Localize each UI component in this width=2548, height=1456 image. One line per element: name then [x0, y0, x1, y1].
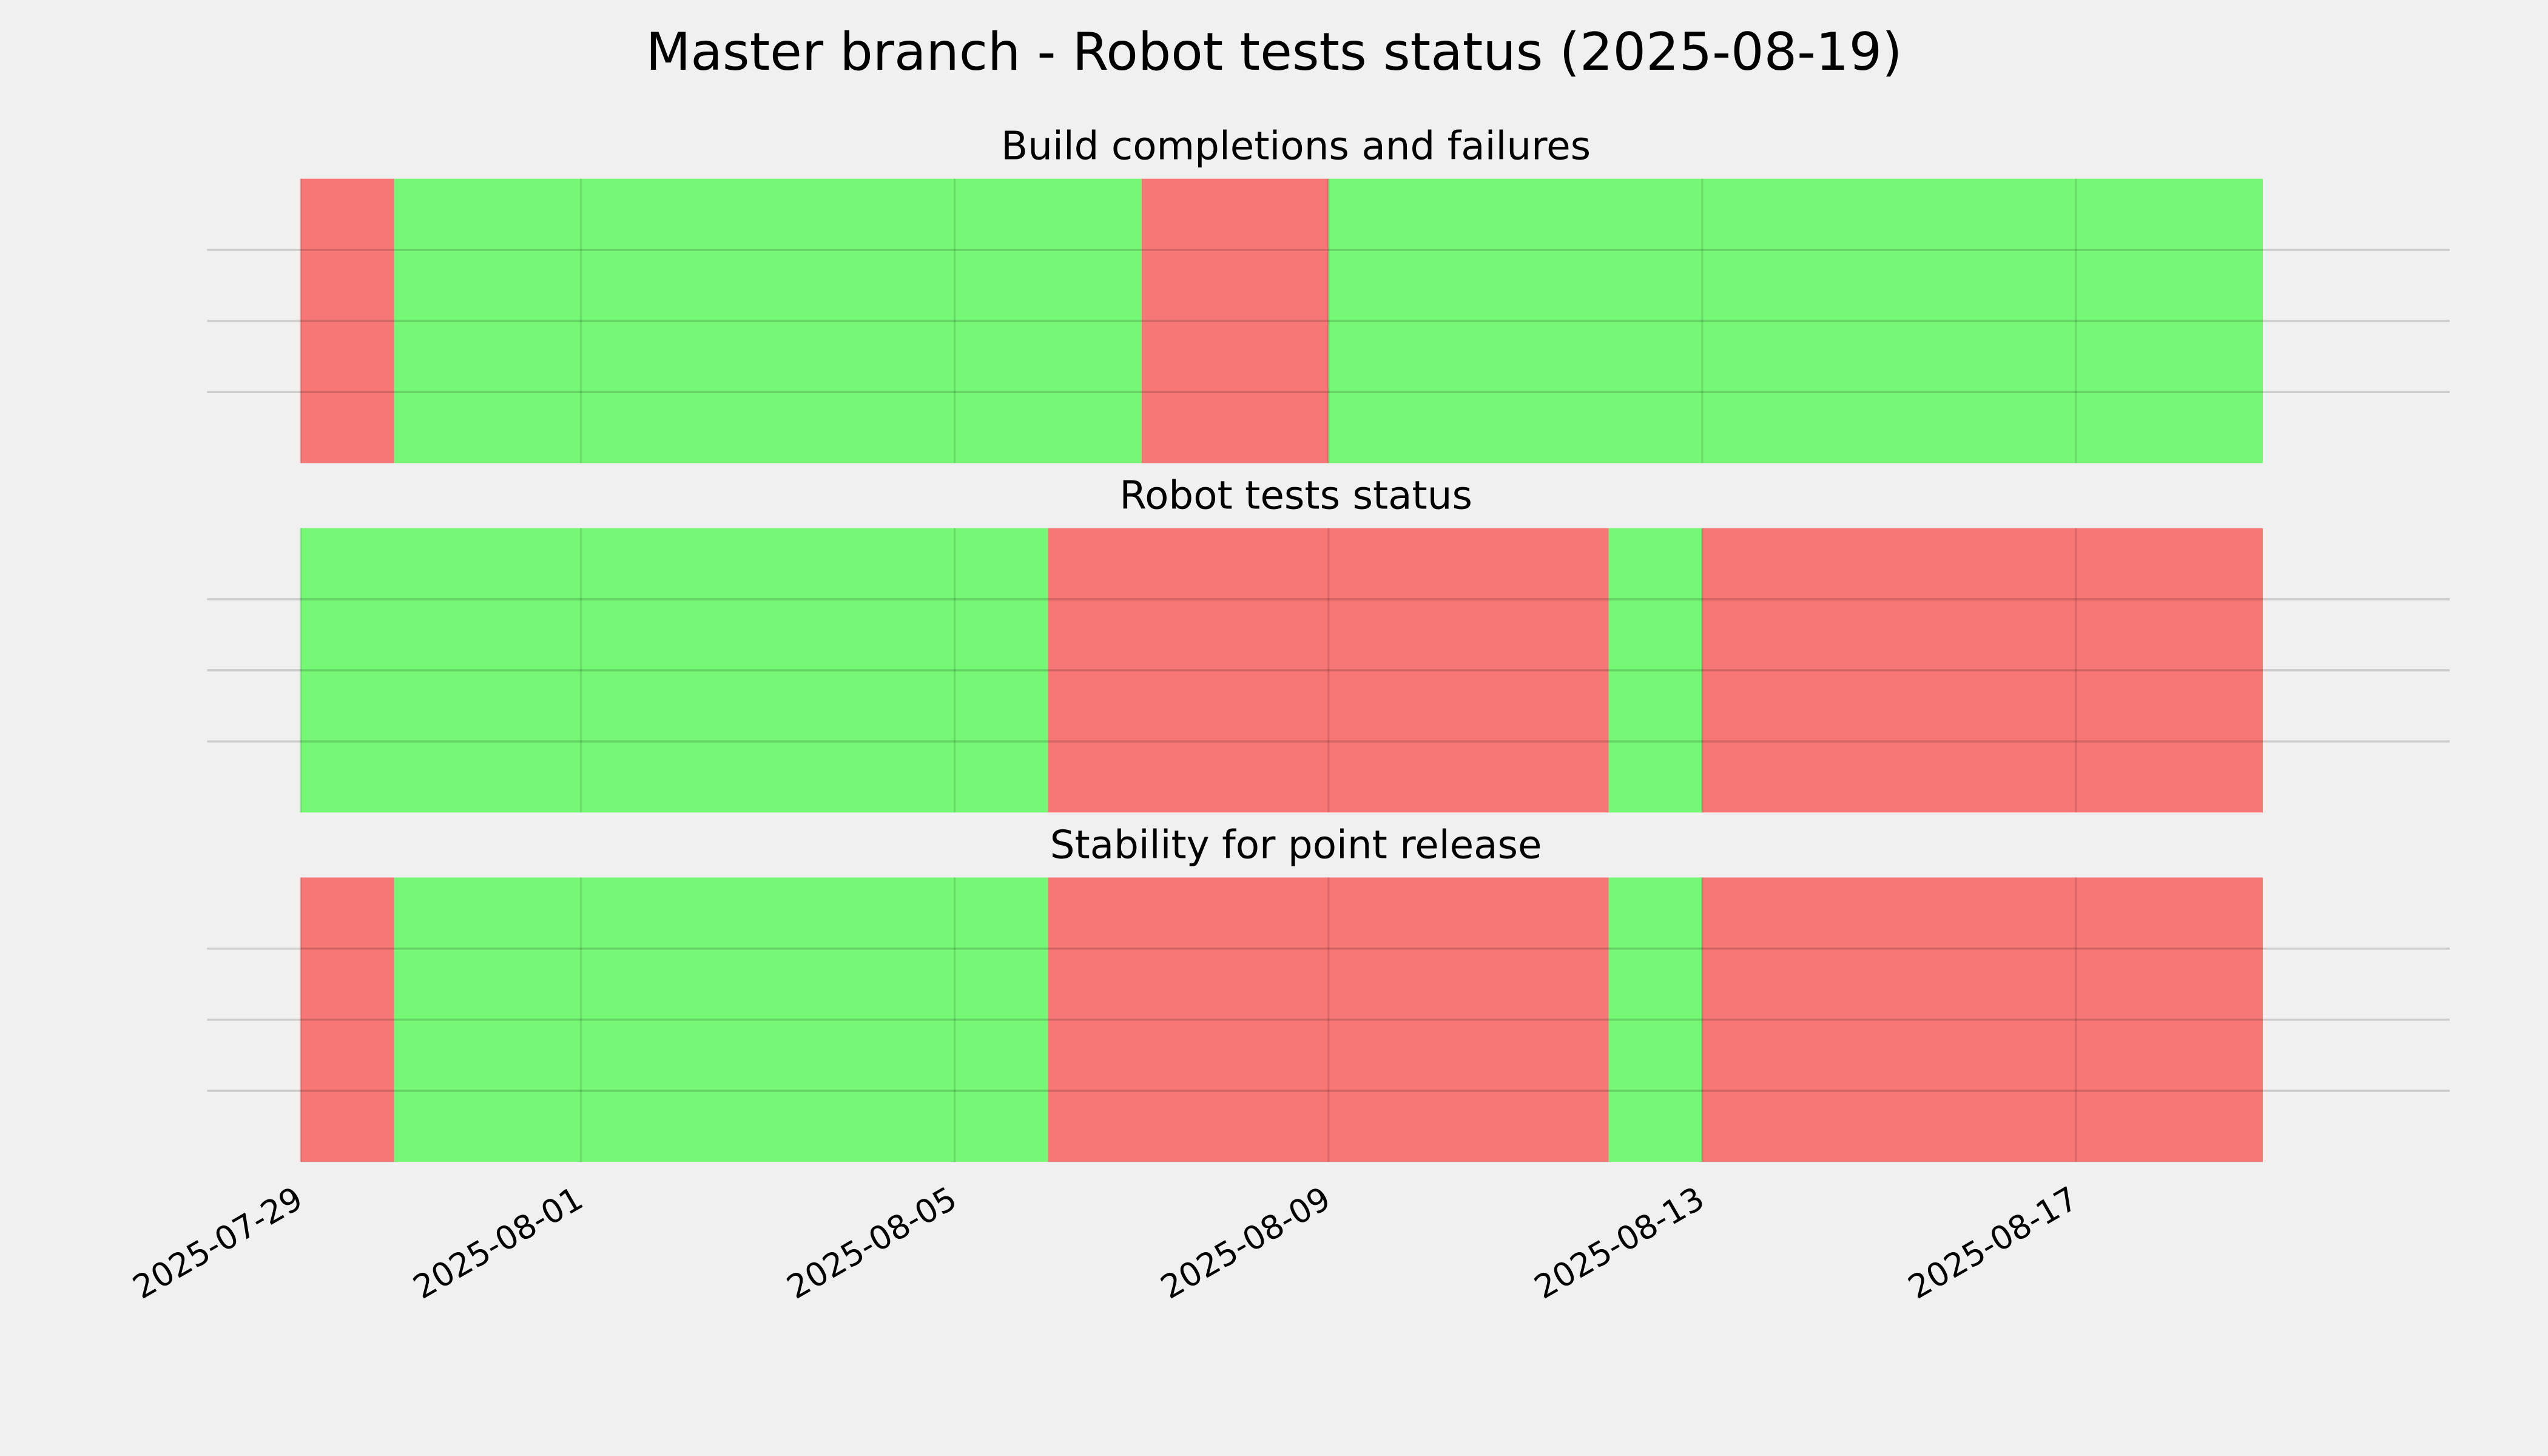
- status-span: [300, 877, 394, 1162]
- status-span: [1608, 877, 1702, 1162]
- status-span: [1048, 528, 1609, 813]
- subplot-title: Build completions and failures: [1001, 124, 1591, 169]
- status-span: [1608, 528, 1702, 813]
- status-span: [1702, 528, 2263, 813]
- status-span: [1702, 877, 2263, 1162]
- subplot-title: Robot tests status: [1119, 473, 1472, 518]
- status-span: [1048, 877, 1609, 1162]
- status-span: [300, 178, 394, 463]
- status-span: [394, 178, 1142, 463]
- status-span: [300, 528, 1048, 813]
- status-span: [394, 877, 1048, 1162]
- figure-title: Master branch - Robot tests status (2025…: [645, 22, 1902, 83]
- subplot-title: Stability for point release: [1050, 822, 1542, 868]
- status-span: [1141, 178, 1329, 463]
- status-span: [1328, 178, 2263, 463]
